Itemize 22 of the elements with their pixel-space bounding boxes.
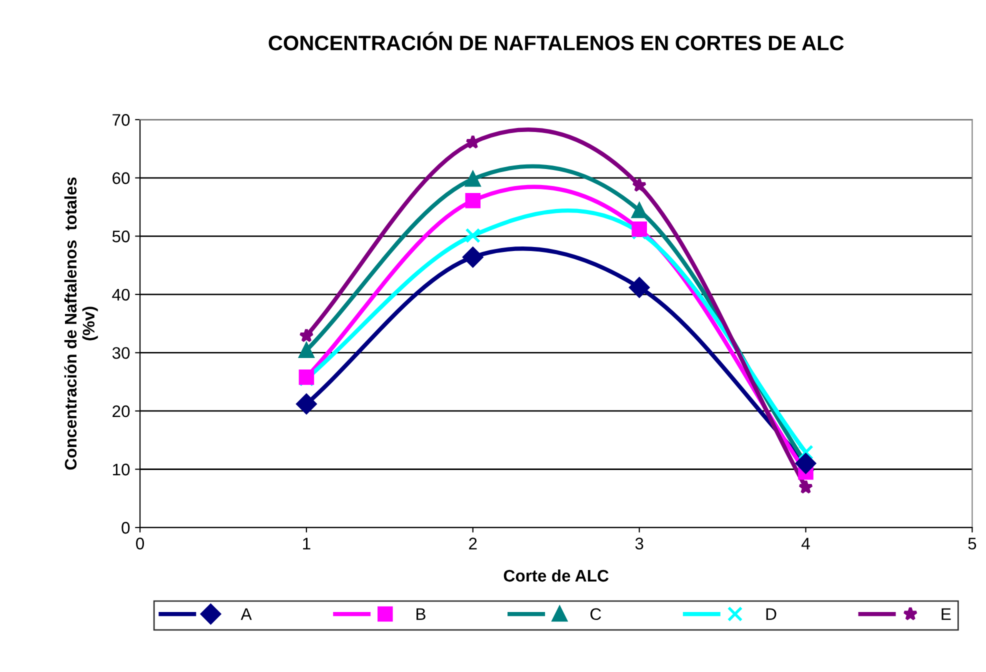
x-tick-label: 4	[802, 538, 810, 550]
x-axis-title: Corte de ALC	[504, 569, 609, 582]
y-tick-label: 0	[122, 522, 130, 534]
x-tick-label: 2	[469, 538, 477, 550]
y-tick-label: 60	[112, 172, 130, 184]
x-tick-label: 5	[968, 538, 976, 550]
legend-label: B	[416, 608, 426, 620]
x-tick-label: 3	[635, 538, 644, 550]
y-tick-label: 10	[113, 464, 130, 476]
legend-label: D	[766, 608, 776, 620]
y-tick-label: 20	[112, 405, 130, 418]
x-tick-label: 1	[303, 538, 310, 550]
legend-label: C	[590, 608, 602, 620]
y-tick-label: 30	[112, 347, 130, 359]
chart-title: CONCENTRACIÓN DE NAFTALENOS EN CORTES DE ALC	[268, 32, 844, 50]
legend-label: E	[942, 608, 951, 620]
y-axis-title: Concentración de Naftalenos totales (%v)	[64, 177, 98, 470]
y-tick-label: 50	[112, 230, 130, 242]
y-tick-label: 70	[112, 114, 130, 126]
legend-label: A	[240, 608, 252, 620]
y-tick-label: 40	[112, 288, 130, 301]
x-tick-label: 0	[136, 538, 144, 550]
